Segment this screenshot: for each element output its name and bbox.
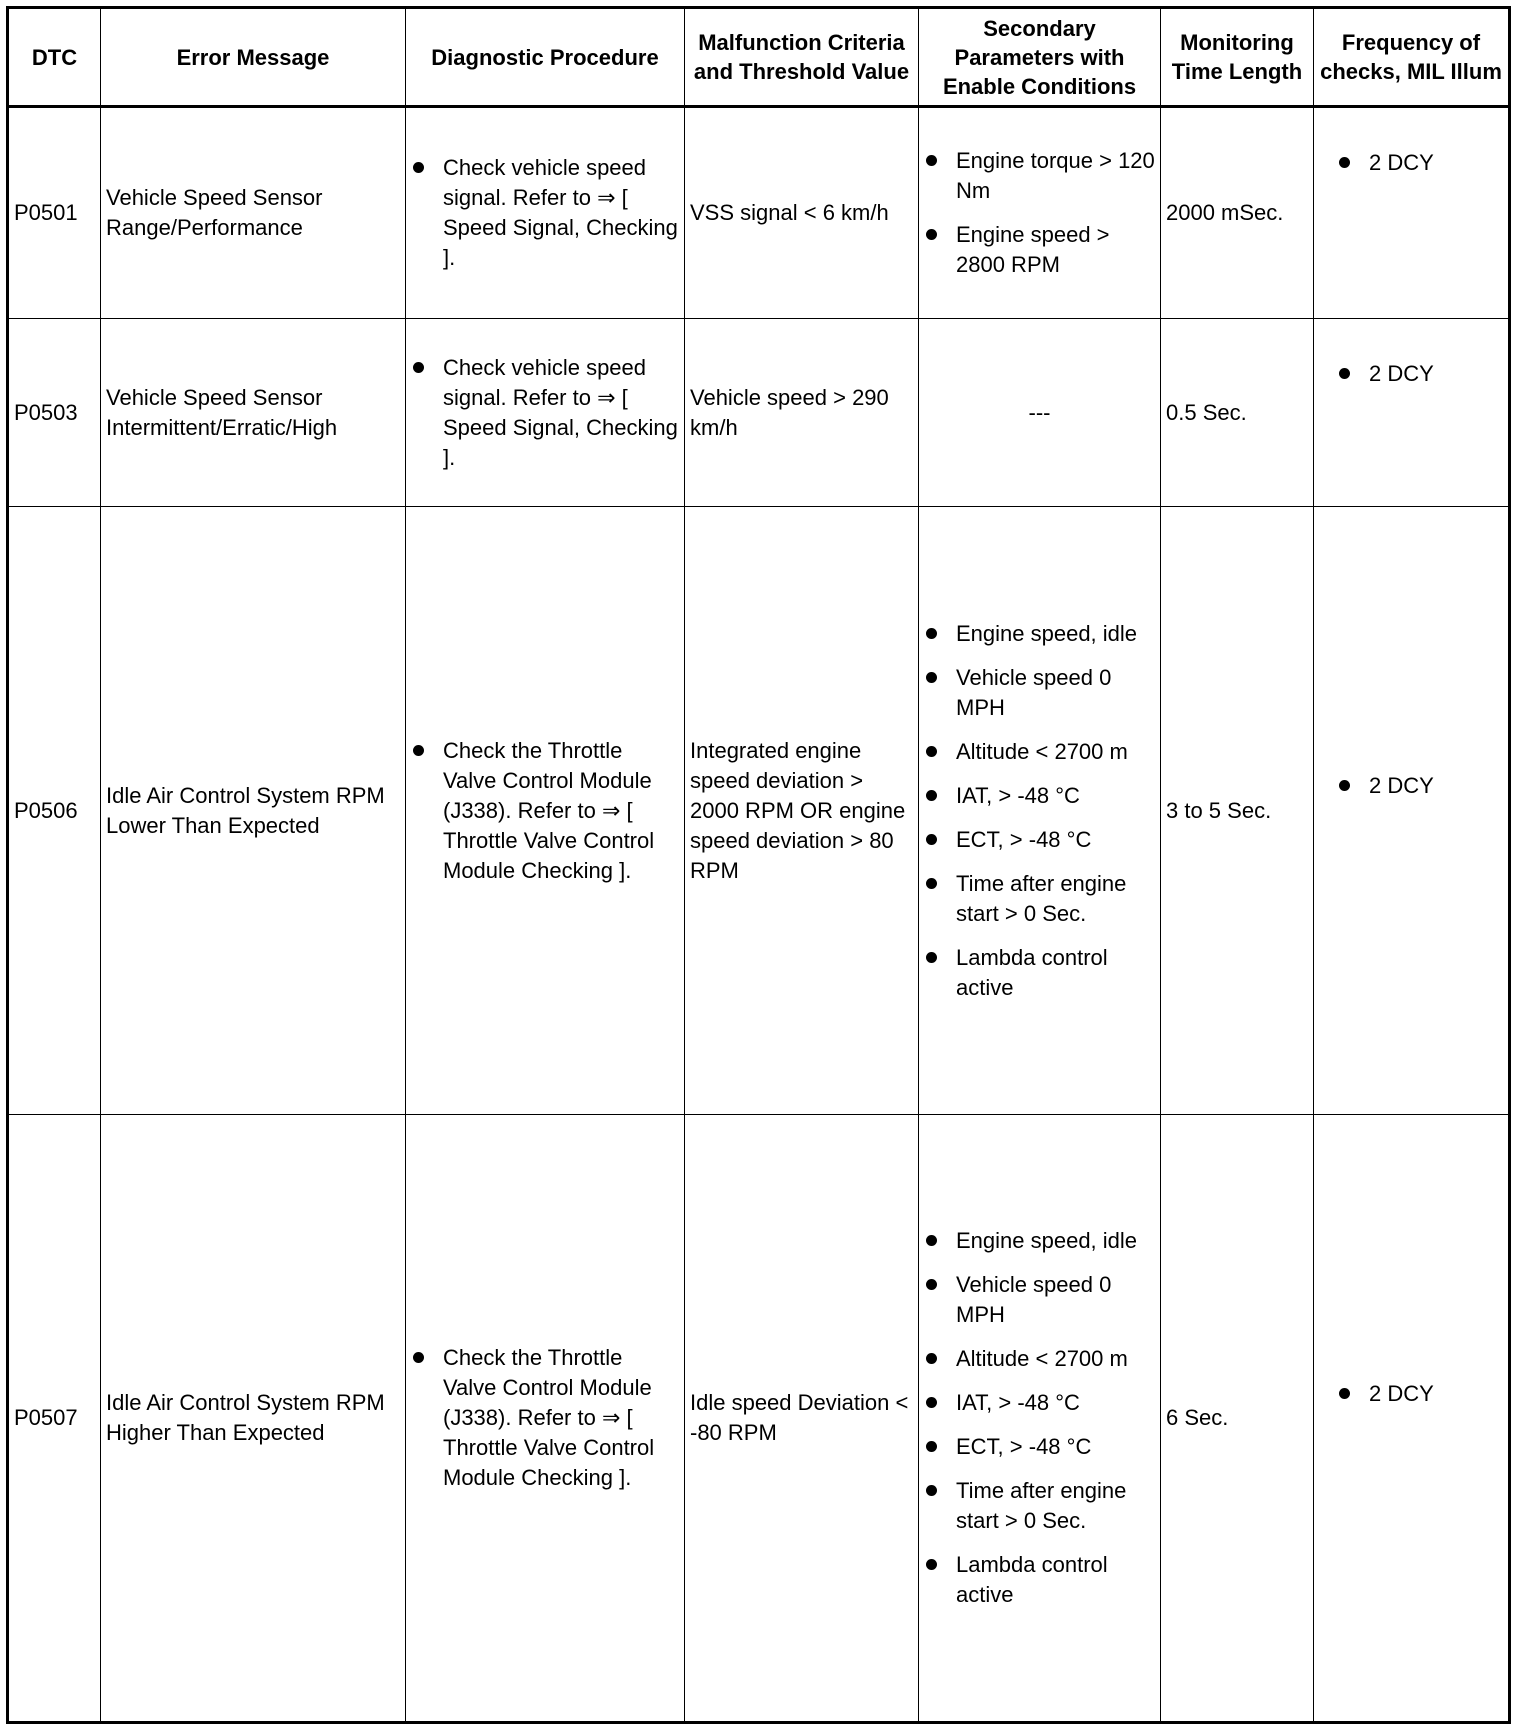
monitoring-time: 6 Sec. [1160,1114,1314,1723]
bullet-item: Engine torque > 120 Nm [924,146,1155,206]
column-header: Monitoring Time Length [1160,7,1314,108]
table-row: P0507 Idle Air Control System RPM Higher … [7,1114,1510,1723]
bullet-item: Check vehicle speed signal. Refer to ⇒ [… [411,353,679,473]
dtc-code: P0507 [7,1114,101,1723]
bullet-item: Engine speed, idle [924,1226,1155,1256]
malfunction-criteria: VSS signal < 6 km/h [684,106,919,319]
column-header: Frequency of checks, MIL Illum [1313,7,1510,108]
secondary-parameters: Engine torque > 120 Nm Engine speed > 280… [918,106,1161,319]
malfunction-criteria: Integrated engine speed deviation > 2000… [684,506,919,1115]
table-row: P0506 Idle Air Control System RPM Lower T… [7,506,1510,1115]
bullet-item: Time after engine start > 0 Sec. [924,1476,1155,1536]
bullet-item: 2 DCY [1337,1379,1503,1409]
diagnostic-procedure: Check the Throttle Valve Control Module … [405,1114,685,1723]
bullet-item: Altitude < 2700 m [924,737,1155,767]
bullet-item: Engine speed, idle [924,619,1155,649]
bullet-item: 2 DCY [1337,148,1503,178]
frequency-mil: 2 DCY [1313,506,1510,1115]
column-header: Secondary Parameters with Enable Conditi… [918,7,1161,108]
bullet-item: Check vehicle speed signal. Refer to ⇒ [… [411,153,679,273]
dtc-code: P0506 [7,506,101,1115]
secondary-parameters: Engine speed, idle Vehicle speed 0 MPH Alt… [918,1114,1161,1723]
table-row: P0501 Vehicle Speed Sensor Range/Performa… [7,106,1510,319]
column-header: Diagnostic Procedure [405,7,685,108]
bullet-item: 2 DCY [1337,359,1503,389]
error-message: Idle Air Control System RPM Higher Than … [100,1114,406,1723]
secondary-parameters: Engine speed, idle Vehicle speed 0 MPH Alt… [918,506,1161,1115]
diagnostic-procedure: Check vehicle speed signal. Refer to ⇒ [… [405,106,685,319]
bullet-item: Vehicle speed 0 MPH [924,1270,1155,1330]
bullet-item: Check the Throttle Valve Control Module … [411,736,679,886]
bullet-item: IAT, > -48 °C [924,1388,1155,1418]
frequency-mil: 2 DCY [1313,106,1510,319]
bullet-item: Lambda control active [924,1550,1155,1610]
secondary-parameters: --- [918,318,1161,507]
header-row: DTC Error Message Diagnostic Procedure Malf… [7,7,1510,108]
error-message: Vehicle Speed Sensor Range/Performance [100,106,406,319]
frequency-mil: 2 DCY [1313,318,1510,507]
dtc-code: P0503 [7,318,101,507]
monitoring-time: 0.5 Sec. [1160,318,1314,507]
bullet-item: IAT, > -48 °C [924,781,1155,811]
diagnostic-procedure: Check the Throttle Valve Control Module … [405,506,685,1115]
malfunction-criteria: Idle speed Deviation < -80 RPM [684,1114,919,1723]
bullet-item: Time after engine start > 0 Sec. [924,869,1155,929]
dtc-table: DTC Error Message Diagnostic Procedure Malf… [6,6,1511,1724]
bullet-item: Vehicle speed 0 MPH [924,663,1155,723]
error-message: Vehicle Speed Sensor Intermittent/Errati… [100,318,406,507]
bullet-item: 2 DCY [1337,771,1503,801]
table-row: P0503 Vehicle Speed Sensor Intermittent/E… [7,318,1510,507]
bullet-item: ECT, > -48 °C [924,1432,1155,1462]
bullet-item: Altitude < 2700 m [924,1344,1155,1374]
frequency-mil: 2 DCY [1313,1114,1510,1723]
column-header: Error Message [100,7,406,108]
error-message: Idle Air Control System RPM Lower Than E… [100,506,406,1115]
diagnostic-procedure: Check vehicle speed signal. Refer to ⇒ [… [405,318,685,507]
malfunction-criteria: Vehicle speed > 290 km/h [684,318,919,507]
column-header: DTC [7,7,101,108]
bullet-item: Lambda control active [924,943,1155,1003]
column-header: Malfunction Criteria and Threshold Value [684,7,919,108]
monitoring-time: 3 to 5 Sec. [1160,506,1314,1115]
monitoring-time: 2000 mSec. [1160,106,1314,319]
bullet-item: Check the Throttle Valve Control Module … [411,1343,679,1493]
dtc-code: P0501 [7,106,101,319]
bullet-item: ECT, > -48 °C [924,825,1155,855]
bullet-item: Engine speed > 2800 RPM [924,220,1155,280]
